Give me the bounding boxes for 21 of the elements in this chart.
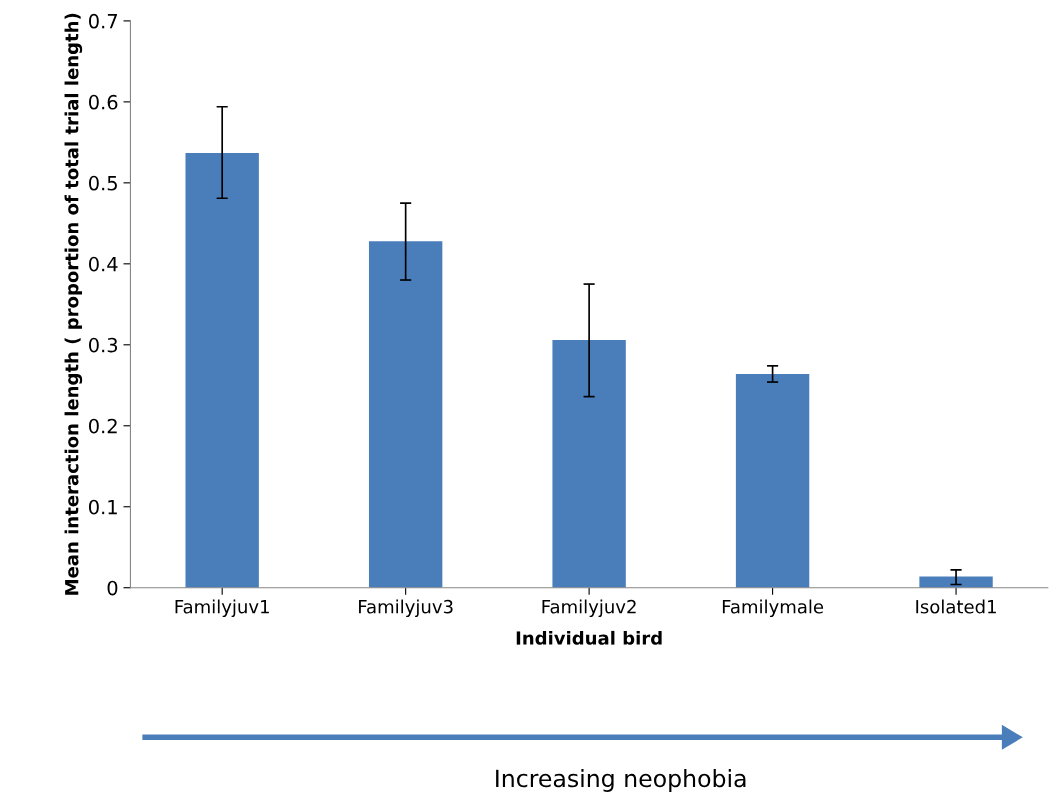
- x-tick-label: Familyjuv1: [175, 599, 269, 617]
- y-tick-label: 0.7: [89, 13, 117, 29]
- bar: [368, 241, 443, 588]
- x-tick-label: Familymale: [722, 599, 824, 617]
- x-tick-label: Isolated1: [916, 599, 996, 614]
- bar: [919, 576, 993, 588]
- x-axis-title: Individual bird: [516, 630, 662, 645]
- y-tick-label: 0.5: [89, 175, 117, 191]
- y-axis-title: Mean interaction length ( proportion of total trial length): [64, 13, 83, 595]
- y-tick-label: 0: [107, 580, 118, 596]
- x-tick-label: Familyjuv2: [542, 599, 636, 617]
- bar: [552, 339, 626, 588]
- y-tick-label: 0.6: [89, 94, 118, 110]
- bar: [735, 373, 810, 588]
- y-tick-label: 0.3: [89, 337, 118, 353]
- y-tick-label: 0.2: [89, 418, 117, 434]
- bar: [185, 152, 259, 588]
- text: Increasing neophobia: [496, 769, 746, 792]
- y-tick-label: 0.4: [89, 256, 118, 272]
- y-tick-label: 0.1: [89, 499, 117, 515]
- x-tick-label: Familyjuv3: [359, 599, 453, 617]
